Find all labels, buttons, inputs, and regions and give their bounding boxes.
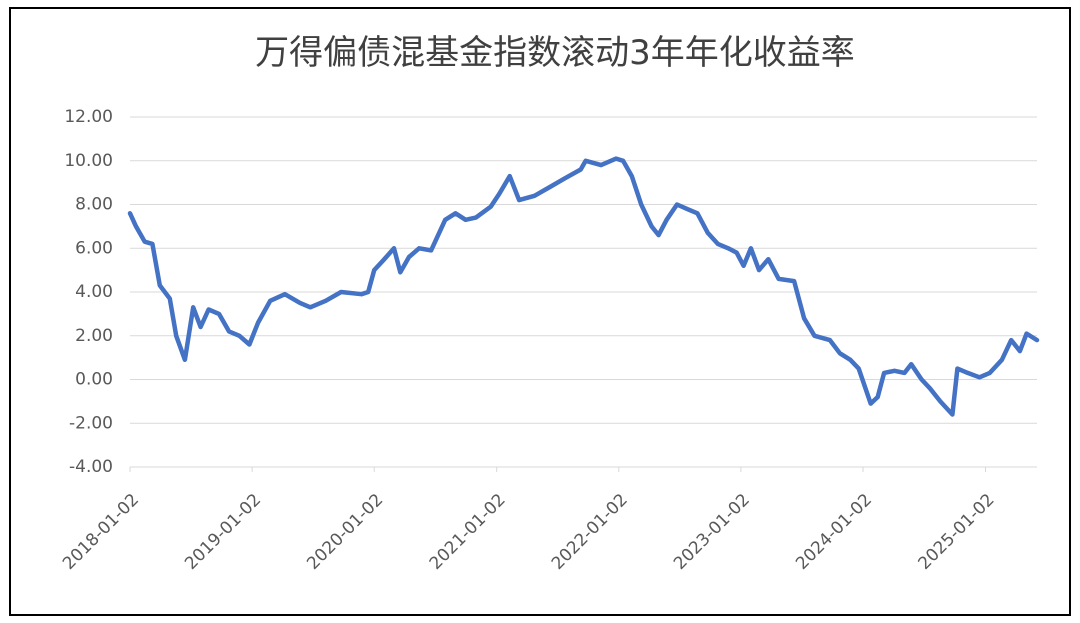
y-tick-label: 10.00 (64, 151, 113, 171)
y-tick-label: 8.00 (75, 195, 113, 215)
line-series (127, 156, 1040, 417)
y-tick-label: -2.00 (69, 413, 113, 433)
y-tick-label: 0.00 (75, 370, 113, 390)
y-tick-label: 6.00 (75, 238, 113, 258)
frame (9, 7, 1071, 616)
chart-title: 万得偏债混基金指数滚动3年年化收益率 (255, 33, 855, 73)
plot (127, 156, 1040, 417)
y-tick-label: 4.00 (75, 282, 113, 302)
y-tick-label: 12.00 (64, 107, 113, 127)
y-tick-label: 2.00 (75, 326, 113, 346)
y-tick-label: -4.00 (69, 457, 113, 477)
